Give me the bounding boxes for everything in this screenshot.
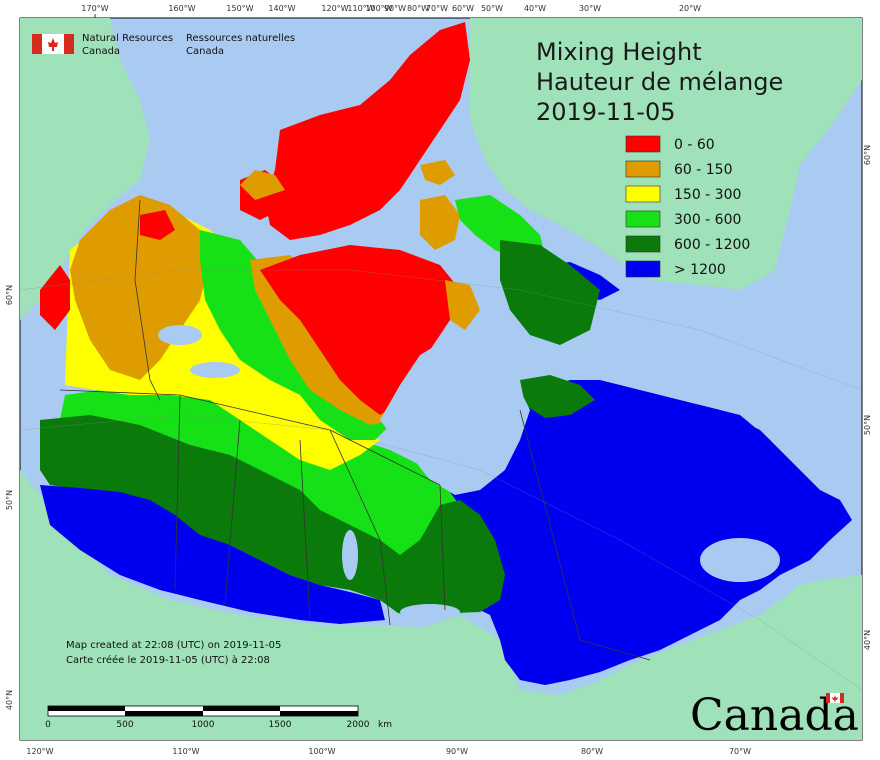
title-date: 2019-11-05 <box>536 98 675 126</box>
arctic-orange-1 <box>240 170 285 200</box>
tick-bottom-80w: 80°W <box>581 747 603 756</box>
greenland <box>470 18 862 290</box>
left-ticks: 60°N 50°N 40°N <box>5 285 14 710</box>
tick-170w: 170°W <box>81 4 108 13</box>
hudson-bay <box>380 340 530 495</box>
tick-140w: 140°W <box>268 4 295 13</box>
scale-label-2: 1000 <box>192 720 215 730</box>
scale-bar: 0 500 1000 1500 2000 km <box>45 705 392 730</box>
right-ticks: 60°N 50°N 40°N <box>863 145 872 650</box>
legend-label-3: 300 - 600 <box>674 212 741 228</box>
lake-superior <box>400 604 460 620</box>
legend-swatch-5 <box>625 260 661 278</box>
tick-120w: 120°W <box>321 4 348 13</box>
map-title: Mixing Height Hauteur de mélange 2019-11… <box>536 38 783 126</box>
tick-60w: 60°W <box>452 4 474 13</box>
province-boundaries <box>59 199 651 661</box>
agency-en-line2: Canada <box>82 46 120 57</box>
tick-bottom-120w: 120°W <box>26 747 53 756</box>
alaska <box>20 18 150 320</box>
south-blue <box>40 485 385 624</box>
gulf-st-lawrence <box>700 538 780 582</box>
top-ticks: 170°W 160°W 150°W 140°W 120°W 110°W 100°… <box>81 4 701 18</box>
baffin-darkgreen <box>500 240 600 345</box>
scale-label-1: 500 <box>116 720 133 730</box>
great-slave-lake <box>190 362 240 378</box>
title-line2: Hauteur de mélange <box>536 68 783 96</box>
tick-30w: 30°W <box>579 4 601 13</box>
canada-wordmark: Canada <box>690 690 859 741</box>
bottom-ticks: 120°W 110°W 100°W 90°W 80°W 70°W <box>26 747 751 756</box>
arctic-orange-4 <box>420 160 455 185</box>
created-fr: Carte créée le 2019-11-05 (UTC) à 22:08 <box>66 654 270 666</box>
legend-label-1: 60 - 150 <box>674 162 733 178</box>
legend-swatch-1 <box>625 160 661 178</box>
tick-right-50n: 50°N <box>863 415 872 435</box>
tick-150w: 150°W <box>226 4 253 13</box>
tick-100w: 100°W <box>365 4 392 13</box>
tick-left-60n: 60°N <box>5 285 14 305</box>
wordmark-flag-icon <box>826 693 844 703</box>
tick-90w: 90°W <box>384 4 406 13</box>
legend-label-4: 600 - 1200 <box>674 237 750 253</box>
scale-label-3: 1500 <box>269 720 292 730</box>
tick-bottom-70w: 70°W <box>729 747 751 756</box>
created-en: Map created at 22:08 (UTC) on 2019-11-05 <box>66 640 281 651</box>
tick-110w: 110°W <box>347 4 374 13</box>
prairie-darkgreen <box>40 415 505 618</box>
agency-en-line1: Natural Resources <box>82 33 173 44</box>
labrador <box>530 385 790 470</box>
nrcan-header: Natural Resources Canada Ressources natu… <box>32 33 295 57</box>
tick-40w: 40°W <box>524 4 546 13</box>
agency-fr-line1: Ressources naturelles <box>186 33 295 44</box>
scale-label-4: 2000 <box>347 720 370 730</box>
ungava-darkgreen <box>520 375 595 418</box>
agency-fr-line2: Canada <box>186 46 224 57</box>
legend-swatch-3 <box>625 210 661 228</box>
tick-bottom-110w: 110°W <box>172 747 199 756</box>
tick-bottom-100w: 100°W <box>308 747 335 756</box>
nw-red-peak <box>40 265 70 330</box>
tick-20w: 20°W <box>679 4 701 13</box>
tick-bottom-90w: 90°W <box>446 747 468 756</box>
tick-160w: 160°W <box>168 4 195 13</box>
tick-70w: 70°W <box>426 4 448 13</box>
tick-80w: 80°W <box>407 4 429 13</box>
great-bear-lake <box>158 325 202 345</box>
legend-swatch-4 <box>625 235 661 253</box>
legend-label-0: 0 - 60 <box>674 137 715 153</box>
legend: 0 - 60 60 - 150 150 - 300 300 - 600 600 … <box>625 135 750 278</box>
legend-swatch-2 <box>625 185 661 203</box>
arctic-orange-2 <box>420 195 460 250</box>
scale-label-0: 0 <box>45 720 51 730</box>
tick-50w: 50°W <box>481 4 503 13</box>
scale-unit: km <box>378 720 392 730</box>
graticule <box>19 269 863 691</box>
tick-left-40n: 40°N <box>5 690 14 710</box>
usa <box>20 470 862 740</box>
legend-swatch-0 <box>625 135 661 153</box>
arctic-orange-3 <box>445 280 480 330</box>
canada-flag-icon <box>32 34 74 54</box>
yukon-red <box>140 210 175 240</box>
legend-label-2: 150 - 300 <box>674 187 741 203</box>
tick-right-60n: 60°N <box>863 145 872 165</box>
lake-winnipeg <box>342 530 358 580</box>
arctic-islands-red <box>265 22 470 240</box>
tick-left-50n: 50°N <box>5 490 14 510</box>
legend-label-5: > 1200 <box>674 262 726 278</box>
title-line1: Mixing Height <box>536 38 702 66</box>
tick-right-40n: 40°N <box>863 630 872 650</box>
